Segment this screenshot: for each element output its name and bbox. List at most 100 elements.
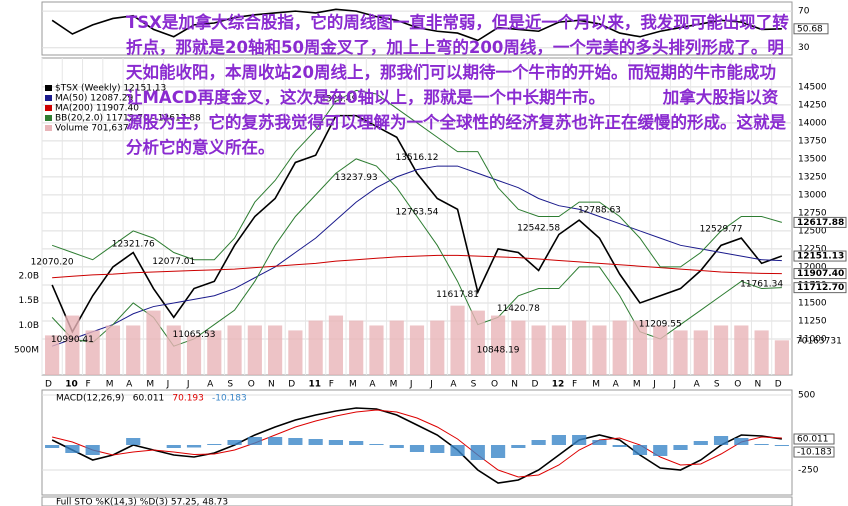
legend-entry: BB(20,2.0) 11712.70 - 12617.88	[55, 114, 201, 124]
x-tick-label: F	[329, 380, 334, 390]
bar	[308, 320, 323, 375]
y-tick-label: 13500	[798, 154, 827, 164]
x-tick-label: A	[450, 380, 457, 390]
bar	[774, 445, 789, 447]
series-line	[51, 407, 782, 484]
bar	[673, 330, 688, 375]
bar	[754, 444, 769, 445]
y-tick-label: 14250	[798, 100, 827, 110]
bar	[511, 320, 526, 375]
x-tick-label: M	[592, 380, 600, 390]
legend-entry: MA(200) 11907.40	[55, 104, 139, 114]
bar	[288, 330, 303, 375]
x-tick-label: A	[613, 380, 620, 390]
x-tick-label: M	[633, 380, 641, 390]
x-tick-label: J	[429, 380, 433, 390]
price-annotation: 14329.49	[314, 95, 357, 105]
bar	[430, 320, 445, 375]
x-tick-label: S	[227, 380, 233, 390]
price-annotation: 12788.63	[578, 206, 621, 216]
bar	[166, 445, 181, 448]
bar	[409, 325, 425, 375]
panel-frame	[41, 1, 793, 56]
last-value-label: 12151.13	[797, 252, 844, 262]
last-value-box	[793, 433, 835, 445]
bar	[470, 310, 485, 375]
series-line	[51, 158, 782, 347]
bar	[653, 445, 668, 456]
x-tick-label: M	[390, 380, 398, 390]
last-value-label: 50.68	[797, 24, 823, 34]
last-value-box	[793, 282, 847, 294]
x-tick-label: N	[511, 380, 518, 390]
x-tick-label: M	[106, 380, 114, 390]
x-tick-label: N	[754, 380, 761, 390]
x-tick-label: 12	[552, 380, 565, 390]
bar	[166, 325, 181, 375]
y-tick-label: 12250	[798, 244, 827, 254]
legend-swatch	[45, 95, 52, 101]
legend-entry: MA(50) 12087.29	[55, 94, 133, 104]
price-annotation: 12763.54	[396, 207, 439, 217]
last-value-box	[793, 268, 847, 280]
x-tick-label: J	[409, 380, 413, 390]
y-tick-label: 13250	[798, 172, 827, 182]
y-tick-label: 30	[798, 43, 810, 53]
y-tick-label: 14000	[798, 118, 827, 128]
price-annotation: 10848.19	[477, 345, 520, 355]
volume-last-label: 70163731	[796, 337, 842, 347]
y-tick-label: 11250	[798, 316, 827, 326]
series-line	[51, 165, 782, 347]
bar	[551, 435, 566, 445]
bar	[369, 325, 384, 375]
bar	[693, 441, 708, 445]
bar	[632, 320, 648, 375]
y-tick-label: 500	[798, 391, 815, 401]
bar	[85, 445, 100, 455]
bar	[247, 437, 262, 445]
legend-entry: Volume 701,637	[55, 124, 129, 134]
price-annotation: 11761.34	[740, 280, 783, 290]
last-value-box	[793, 250, 847, 262]
bar	[734, 325, 749, 375]
panel-title: MACD(12,26,9)	[56, 394, 124, 404]
series-line	[52, 254, 782, 279]
y2-tick-label: 2.0B	[19, 271, 40, 281]
price-annotation: 11617.81	[436, 290, 479, 300]
last-value-box	[793, 23, 829, 35]
y-tick-label: 13750	[798, 136, 827, 146]
x-tick-label: M	[146, 380, 154, 390]
y-tick-label: 14500	[798, 82, 827, 92]
x-tick-label: J	[166, 380, 170, 390]
bar	[328, 315, 344, 375]
y-tick-label: 11500	[798, 298, 827, 308]
bar	[105, 325, 121, 375]
bar	[531, 325, 546, 375]
bar	[126, 438, 141, 445]
price-annotation: 12077.01	[152, 257, 195, 267]
legend-swatch	[45, 105, 52, 111]
bar	[470, 445, 485, 460]
x-tick-label: A	[207, 380, 214, 390]
bar	[247, 325, 262, 375]
annotation-text: TSX是加拿大综合股指，它的周线图一直非常弱，但是近一个月以来，我发现可能出现了…	[126, 13, 789, 157]
bar	[268, 325, 283, 375]
bar	[45, 445, 60, 448]
bar	[349, 320, 364, 375]
y-tick-label: 11000	[798, 334, 827, 344]
price-annotation: 12529.77	[700, 224, 743, 234]
bar	[186, 445, 202, 448]
series-line	[52, 409, 782, 478]
last-value-label: 11712.70	[797, 283, 844, 293]
bar	[511, 445, 526, 448]
price-annotation: 12321.76	[112, 239, 155, 249]
bar	[288, 438, 303, 445]
bar	[389, 445, 404, 448]
price-annotation: 11065.53	[173, 330, 216, 340]
y-tick-label: 12750	[798, 208, 827, 218]
bar	[592, 325, 607, 375]
y-tick-label: 13000	[798, 190, 827, 200]
bar	[430, 445, 445, 453]
bar	[126, 325, 141, 375]
